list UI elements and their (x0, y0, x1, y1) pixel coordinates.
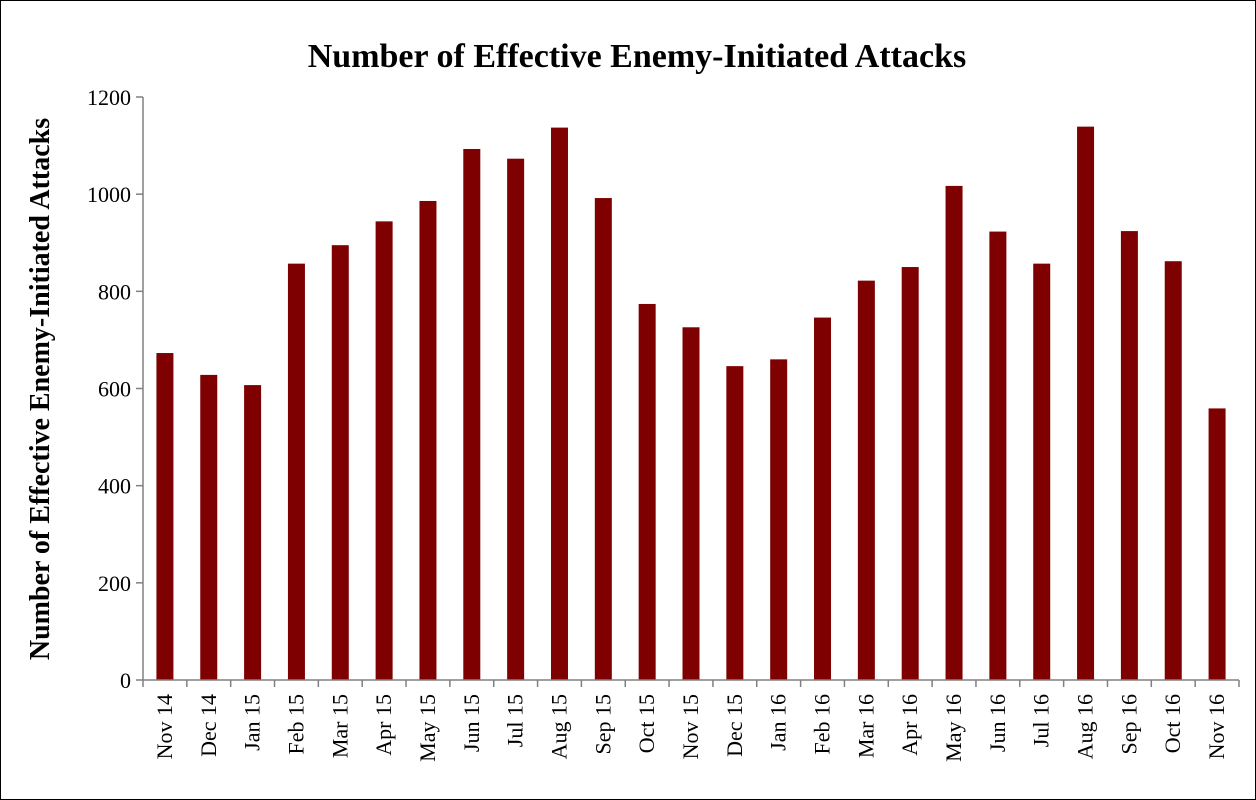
bar (1033, 263, 1051, 680)
x-tick-label: Jul 16 (1029, 694, 1054, 747)
bar (287, 263, 305, 680)
x-tick-label: Dec 14 (196, 694, 221, 757)
bar (331, 245, 349, 680)
x-tick-label: Apr 16 (897, 694, 922, 756)
y-tick-label: 200 (98, 571, 131, 596)
x-tick-label: Jan 15 (240, 694, 265, 751)
bar (1208, 408, 1226, 680)
x-tick-label: Jun 15 (459, 694, 484, 752)
x-tick-label: Jan 16 (766, 694, 791, 751)
bar (463, 148, 481, 681)
x-tick-label: Jul 15 (503, 694, 528, 747)
x-tick-label: Sep 15 (590, 694, 615, 755)
y-tick-label: 600 (98, 377, 131, 402)
x-axis: Nov 14 Dec 14 Jan 15 Feb 15 Mar 15 Apr 15 May … (142, 679, 1240, 762)
x-tick-label: Apr 15 (371, 694, 396, 756)
bar (244, 385, 262, 680)
bar (156, 353, 174, 680)
x-tick-label: Aug 16 (1073, 694, 1098, 759)
bar (770, 359, 788, 680)
bar (507, 158, 525, 681)
x-tick-label: Mar 16 (853, 694, 878, 758)
x-tick-label: Dec 15 (722, 694, 747, 757)
bar (638, 303, 656, 680)
y-axis-title: Number of Effective Enemy-Initiated Atta… (25, 118, 56, 660)
y-axis: 0 200 400 600 800 1000 1200 (87, 85, 144, 693)
bar (1077, 126, 1095, 680)
bar (200, 374, 218, 680)
bar (857, 280, 875, 680)
bar (594, 198, 612, 680)
bar (726, 366, 744, 680)
x-tick-label: May 15 (415, 694, 440, 762)
x-tick-label: May 16 (941, 694, 966, 762)
x-tick-label: Sep 16 (1116, 694, 1141, 755)
x-tick-label: Nov 14 (152, 694, 177, 759)
y-tick-label: 1000 (87, 182, 131, 207)
bars-group (156, 126, 1226, 681)
bar (901, 267, 919, 680)
y-tick-label: 1200 (87, 85, 131, 110)
x-tick-label: Jun 16 (985, 694, 1010, 752)
bar (989, 231, 1007, 680)
y-tick-label: 400 (98, 474, 131, 499)
bar (814, 317, 832, 680)
x-tick-label: Nov 15 (678, 694, 703, 759)
x-tick-label: Nov 16 (1204, 694, 1229, 759)
bar (1164, 261, 1182, 680)
x-tick-label: Mar 15 (327, 694, 352, 758)
bar (419, 200, 437, 681)
bar (1120, 231, 1138, 680)
y-tick-label: 0 (120, 668, 131, 693)
x-tick-label: Feb 15 (283, 694, 308, 755)
x-tick-label: Oct 16 (1160, 694, 1185, 753)
x-tick-label: Oct 15 (634, 694, 659, 753)
x-tick-label: Aug 15 (546, 694, 571, 759)
x-tick-label: Feb 16 (810, 694, 835, 755)
bar (945, 185, 963, 680)
bar (550, 127, 568, 681)
bar (682, 327, 700, 680)
y-tick-label: 800 (98, 279, 131, 304)
chart-title: Number of Effective Enemy-Initiated Atta… (308, 38, 967, 75)
bar (375, 221, 393, 680)
